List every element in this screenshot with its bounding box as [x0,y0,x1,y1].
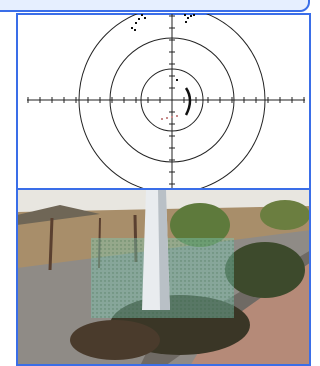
radar-panel [17,14,310,189]
page: (() => { const g = document.getElementBy… [0,0,311,366]
screen [0,0,311,366]
camera-view [17,190,311,366]
top-bar [0,0,309,11]
